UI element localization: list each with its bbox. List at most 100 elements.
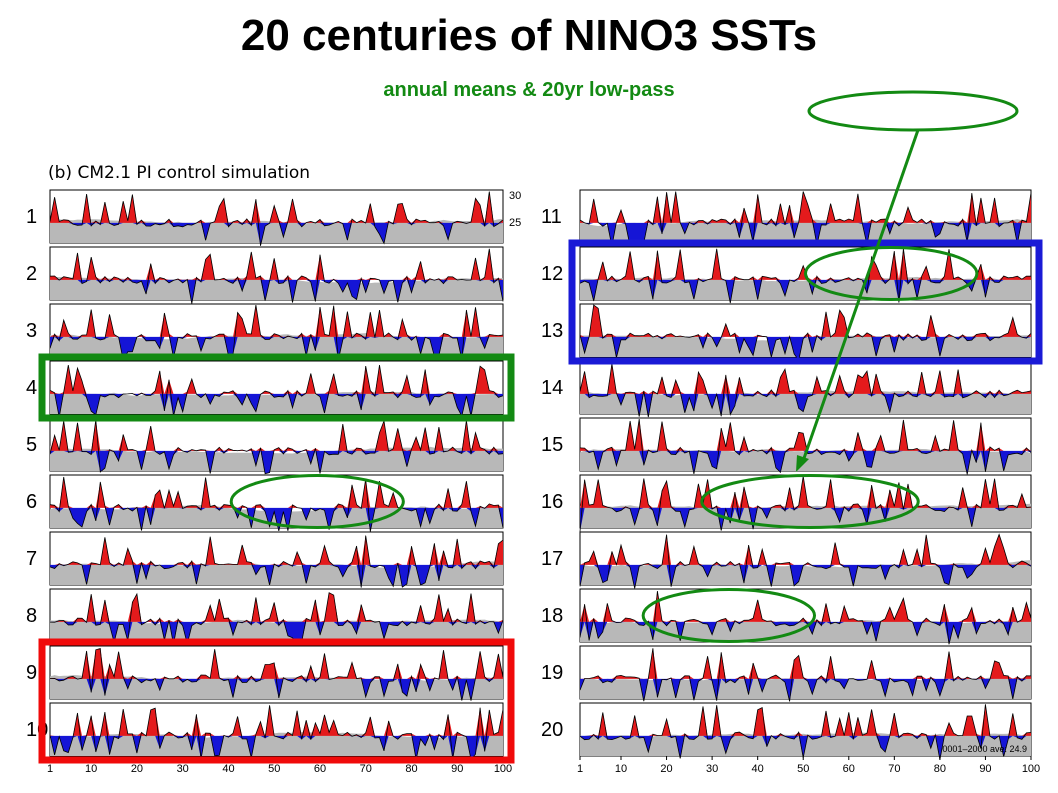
century-label: 20 — [541, 719, 563, 741]
warm-anomaly-fill — [580, 704, 1031, 736]
annual-mean-line — [49, 476, 504, 532]
annual-mean-line — [579, 419, 1032, 475]
century-label: 12 — [541, 263, 563, 285]
century-panel: 6 — [26, 474, 504, 532]
x-tick-label: 30 — [706, 763, 718, 775]
highlight-ellipse — [641, 588, 817, 643]
century-label: 7 — [26, 548, 37, 570]
century-label: 15 — [541, 434, 563, 456]
cold-anomaly-fill — [580, 450, 1031, 475]
x-tick-label: 80 — [405, 763, 417, 775]
warm-anomaly-fill — [50, 648, 503, 679]
pointer-arrowhead — [796, 455, 809, 472]
annual-mean-line — [579, 648, 1032, 702]
century-panel: 16 — [541, 474, 1032, 532]
y-tick-label: 25 — [509, 217, 521, 229]
cold-anomaly-fill — [580, 735, 1031, 760]
lowpass-fill — [580, 219, 1031, 243]
annual-mean-line — [49, 535, 504, 588]
century-panel: 19 — [541, 645, 1032, 702]
x-tick-label: 60 — [314, 763, 326, 775]
annual-mean-line — [579, 304, 1032, 362]
annual-mean-line — [579, 704, 1032, 760]
highlight-ellipse — [807, 90, 1019, 132]
y-tick-label: 30 — [509, 190, 521, 202]
x-tick-label: 90 — [451, 763, 463, 775]
highlight-ellipse — [229, 474, 405, 529]
century-panel: 14 — [541, 360, 1032, 418]
cold-anomaly-fill — [50, 621, 503, 645]
century-panel: 7 — [26, 531, 504, 588]
annual-mean-line — [49, 705, 504, 761]
century-panel: 3 — [26, 303, 504, 362]
annual-mean-line — [49, 592, 504, 645]
annual-mean-line — [579, 476, 1032, 532]
annual-mean-line — [579, 533, 1032, 589]
x-tick-label: 20 — [131, 763, 143, 775]
century-label: 13 — [541, 320, 563, 342]
pointer-arrow-line — [800, 129, 920, 465]
lowpass-fill — [580, 335, 1031, 357]
century-label: 18 — [541, 605, 563, 627]
lowpass-fill — [580, 503, 1031, 528]
century-label: 2 — [26, 263, 37, 285]
x-tick-label: 30 — [177, 763, 189, 775]
warm-anomaly-fill — [50, 705, 503, 736]
century-panel: 11 — [541, 189, 1032, 247]
lowpass-fill — [50, 333, 503, 357]
cold-anomaly-fill — [50, 735, 503, 760]
cold-anomaly-fill — [50, 564, 503, 588]
warm-anomaly-fill — [50, 305, 503, 337]
century-label: 8 — [26, 605, 37, 627]
century-panel: 5 — [26, 417, 504, 475]
x-tick-label: 10 — [615, 763, 627, 775]
century-label: 17 — [541, 548, 563, 570]
x-tick-label: 80 — [934, 763, 946, 775]
century-panel: 13 — [541, 303, 1032, 362]
century-label: 16 — [541, 491, 563, 513]
x-tick-label: 1 — [47, 763, 53, 775]
x-tick-label: 100 — [494, 763, 512, 775]
x-tick-label: 70 — [360, 763, 372, 775]
highlight-ellipse — [700, 474, 920, 529]
x-tick-label: 60 — [843, 763, 855, 775]
century-label: 1 — [26, 206, 37, 228]
annual-mean-line — [49, 248, 504, 304]
lowpass-fill — [50, 276, 503, 300]
annual-mean-line — [579, 191, 1032, 247]
panel-label: (b) CM2.1 PI control simulation — [48, 163, 311, 183]
century-panel: 9 — [26, 645, 504, 701]
century-panel: 8 — [26, 588, 504, 645]
page-title: 20 centuries of NINO3 SSTs — [240, 11, 818, 60]
warm-anomaly-fill — [580, 363, 1031, 394]
cold-anomaly-fill — [580, 279, 1031, 304]
x-tick-label: 1 — [577, 763, 583, 775]
warm-anomaly-fill — [50, 248, 503, 280]
x-tick-label: 70 — [888, 763, 900, 775]
annual-mean-line — [579, 590, 1032, 645]
lowpass-fill — [50, 219, 503, 243]
century-panel: 12 — [541, 246, 1032, 304]
x-tick-label: 40 — [222, 763, 234, 775]
x-tick-label: 90 — [979, 763, 991, 775]
cold-anomaly-fill — [580, 621, 1031, 645]
annual-mean-line — [49, 191, 504, 246]
lowpass-fill — [580, 560, 1031, 585]
warm-anomaly-fill — [580, 534, 1031, 565]
century-label: 14 — [541, 377, 563, 399]
annual-mean-line — [49, 647, 504, 701]
cold-anomaly-fill — [580, 336, 1031, 361]
century-label: 4 — [26, 377, 37, 399]
long-term-mean-label: 0001–2000 ave: 24.9 — [942, 744, 1027, 754]
warm-anomaly-fill — [580, 191, 1031, 223]
century-label: 19 — [541, 662, 563, 684]
highlight-box — [38, 353, 515, 422]
century-panel: 4 — [26, 360, 504, 418]
century-label: 6 — [26, 491, 37, 513]
highlight-box — [38, 638, 515, 764]
x-tick-label: 40 — [752, 763, 764, 775]
cold-anomaly-fill — [580, 393, 1031, 417]
x-tick-label: 50 — [268, 763, 280, 775]
x-tick-label: 10 — [85, 763, 97, 775]
